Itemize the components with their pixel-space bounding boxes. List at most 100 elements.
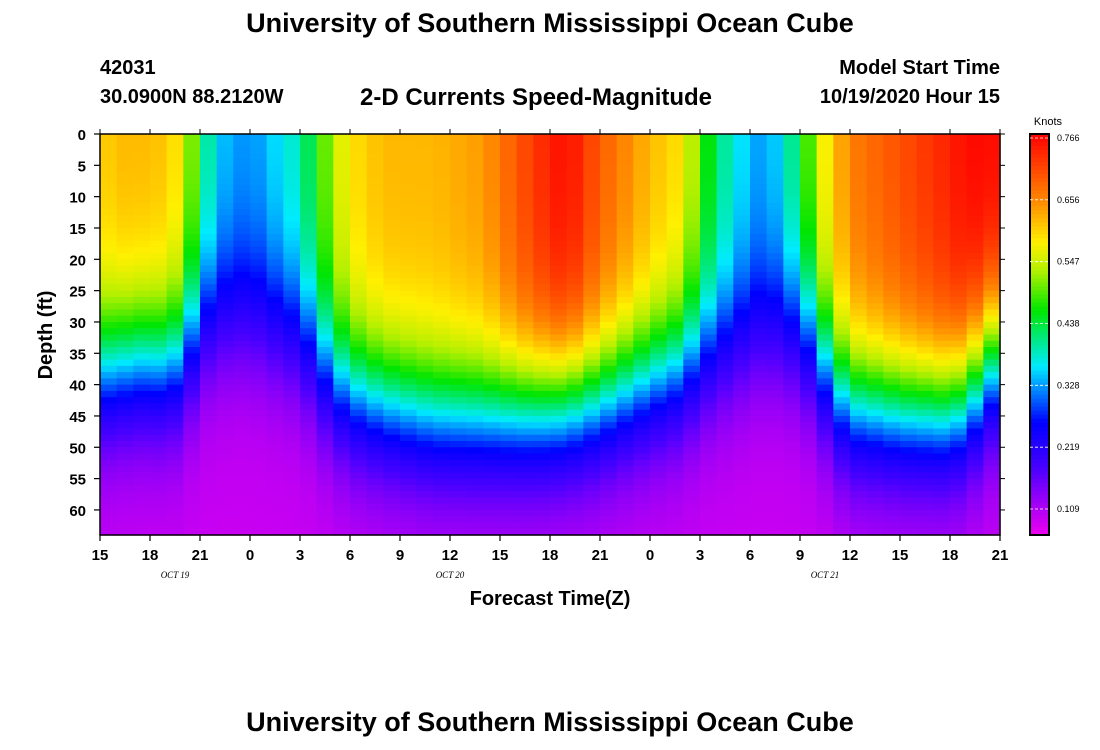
heatmap-cell [600,209,618,217]
heatmap-cell [233,190,251,198]
heatmap-cell [883,441,901,448]
heatmap-cell [183,265,201,273]
heatmap-cell [866,403,884,411]
heatmap-cell [333,271,351,279]
heatmap-cell [900,321,918,329]
heatmap-cell [416,434,434,442]
heatmap-cell [550,165,568,173]
station-id: 42031 [100,57,156,79]
heatmap-cell [150,259,168,267]
heatmap-cell [850,152,868,160]
heatmap-cell [283,246,301,254]
heatmap-cell [283,202,301,210]
heatmap-cell [150,159,168,166]
heatmap-cell [466,372,484,379]
heatmap-cell [166,246,184,254]
heatmap-cell [950,384,968,392]
heatmap-cell [933,353,951,361]
heatmap-cell [816,265,834,273]
heatmap-cell [116,384,134,392]
colorbar-swatch [1030,274,1049,279]
heatmap-cell [566,196,584,204]
heatmap-cell [800,422,818,430]
y-tick-label: 5 [78,158,86,175]
heatmap-cell [400,227,418,235]
heatmap-cell [466,415,484,423]
heatmap-cell [516,196,534,204]
heatmap-cell [350,221,368,229]
colorbar-swatch [1030,454,1049,460]
heatmap-cell [550,140,568,148]
heatmap-cell [566,365,584,373]
heatmap-cell [266,528,284,536]
heatmap-cell [900,509,918,517]
heatmap-cell [900,159,918,166]
heatmap-cell [316,152,334,160]
heatmap-cell [266,234,284,242]
heatmap-cell [100,491,118,499]
heatmap-cell [350,265,368,273]
heatmap-cell [650,265,668,273]
heatmap-cell [433,422,451,430]
heatmap-cell [416,134,434,141]
heatmap-cell [133,227,151,235]
heatmap-cell [883,202,901,210]
heatmap-cell [466,390,484,398]
heatmap-cell [533,259,551,267]
heatmap-cell [316,434,334,442]
heatmap-cell [866,397,884,405]
heatmap-cell [616,296,634,304]
heatmap-cell [950,509,968,517]
heatmap-cell [583,353,601,361]
heatmap-cell [266,309,284,317]
heatmap-cell [983,303,1001,311]
heatmap-cell [966,290,984,298]
heatmap-cell [633,246,651,254]
heatmap-cell [416,378,434,386]
heatmap-cell [783,134,801,141]
heatmap-cell [450,441,468,448]
heatmap-cell [100,215,118,223]
heatmap-cell [850,516,868,524]
heatmap-cell [233,378,251,386]
heatmap-cell [483,303,501,311]
heatmap-cell [866,447,884,455]
heatmap-cell [933,134,951,141]
heatmap-cell [816,353,834,361]
heatmap-cell [866,296,884,304]
heatmap-cell [733,278,751,285]
heatmap-cell [200,522,218,530]
x-tick-label: 15 [892,547,909,564]
heatmap-cell [966,278,984,285]
heatmap-cell [850,315,868,323]
heatmap-cell [766,240,784,248]
heatmap-cell [433,353,451,361]
heatmap-cell [450,409,468,417]
heatmap-cell [450,215,468,223]
heatmap-cell [366,328,384,336]
heatmap-cell [566,165,584,173]
heatmap-cell [466,165,484,173]
heatmap-cell [366,309,384,317]
heatmap-cell [416,171,434,179]
heatmap-cell [633,472,651,480]
heatmap-cell [850,328,868,336]
heatmap-cell [716,434,734,442]
heatmap-cell [766,453,784,461]
heatmap-cell [966,372,984,379]
heatmap-cell [483,409,501,417]
heatmap-cell [900,246,918,254]
heatmap-cell [200,215,218,223]
heatmap-cell [583,146,601,154]
heatmap-cell [416,234,434,242]
heatmap-cell [800,516,818,524]
heatmap-cell [933,390,951,398]
heatmap-cell [300,240,318,248]
heatmap-cell [333,152,351,160]
heatmap-cell [716,497,734,505]
heatmap-cell [750,334,768,342]
heatmap-cell [116,491,134,499]
heatmap-cell [500,353,518,361]
heatmap-cell [833,428,851,436]
heatmap-cell [966,340,984,348]
